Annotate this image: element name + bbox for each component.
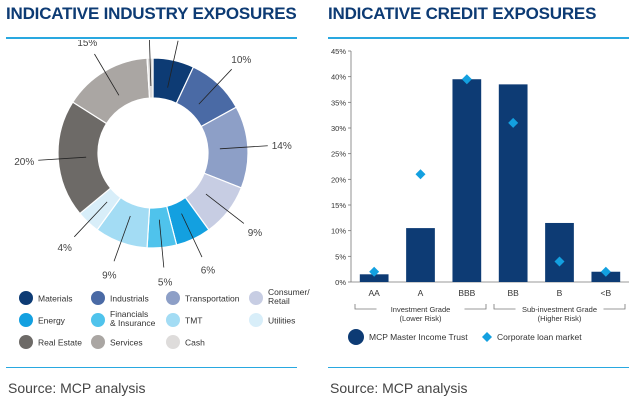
bar [452, 79, 482, 282]
slice-label: 5% [158, 277, 173, 288]
slice-label: 10% [231, 55, 251, 66]
bottom-divider-left [6, 367, 297, 368]
x-tick-label: B [557, 288, 563, 298]
leader-line [181, 213, 203, 258]
leader-line [158, 219, 165, 268]
group-bracket [603, 304, 626, 310]
legend-swatch [91, 291, 105, 305]
legend-label: MCP Master Income Trust [369, 332, 468, 342]
donut-slice [146, 57, 154, 99]
loan-market-marker [554, 256, 565, 267]
legend-swatch [19, 335, 33, 349]
y-tick-label: 35% [331, 98, 346, 107]
legend-swatch [249, 291, 263, 305]
loan-market-marker [369, 266, 380, 277]
legend-swatch [166, 313, 180, 327]
legend-label: Corporate loan market [497, 332, 582, 342]
slice-label: 20% [14, 157, 34, 168]
title-divider-left [6, 37, 297, 39]
x-tick-label: BB [507, 288, 519, 298]
credit-bar-chart: 0%5%10%15%20%25%30%35%40%45%AA A BBB BB B <BI… [331, 47, 629, 345]
legend-swatch [19, 291, 33, 305]
y-tick-label: 0% [335, 278, 346, 287]
legend-swatch [348, 329, 364, 345]
x-tick-label: <B [601, 288, 612, 298]
y-tick-label: 25% [331, 150, 346, 159]
group-bracket [493, 304, 516, 310]
bar [545, 222, 574, 282]
legend-label: TMT [185, 316, 202, 326]
loan-market-marker [461, 74, 472, 85]
loan-market-marker [600, 266, 611, 277]
legend-label: Transportation [185, 294, 240, 304]
y-tick-label: 5% [335, 252, 346, 261]
leader-line [113, 215, 131, 262]
x-tick-label: BBB [458, 288, 475, 298]
y-tick-label: 20% [331, 175, 346, 184]
bar [498, 84, 528, 282]
legend-label: Utilities [268, 316, 295, 326]
legend-label: Financials & Insurance [110, 309, 156, 328]
legend-swatch [249, 313, 263, 327]
y-tick-label: 15% [331, 201, 346, 210]
x-tick-label: AA [368, 288, 380, 298]
legend-marker [482, 332, 492, 342]
legend-swatch [19, 313, 33, 327]
y-tick-label: 10% [331, 227, 346, 236]
bar [406, 228, 435, 282]
y-tick-label: 30% [331, 124, 346, 133]
industry-chart-title: INDICATIVE INDUSTRY EXPOSURES [6, 4, 297, 23]
legend-label: Cash [185, 338, 205, 348]
group-label: Sub-investment Grade (Higher Risk) [522, 305, 597, 323]
loan-market-marker [508, 117, 519, 128]
leader-line [94, 53, 120, 96]
loan-market-marker [415, 169, 426, 180]
legend-swatch [166, 335, 180, 349]
legend-label: Real Estate [38, 338, 82, 348]
source-note-right: Source: MCP analysis [330, 380, 468, 396]
leader-line [38, 156, 87, 161]
legend-label: Consumer/Retail [268, 287, 310, 306]
legend-swatch [166, 291, 180, 305]
legend-swatch [91, 313, 105, 327]
leader-line [73, 201, 108, 238]
bar [591, 271, 621, 282]
bar [359, 274, 389, 282]
leader-line [198, 68, 233, 105]
slice-label: 6% [201, 266, 216, 277]
industry-donut-chart: 7%10%14%9%6%5%9%4%20%15%1% [14, 40, 292, 288]
slice-label: 14% [272, 141, 292, 152]
leader-line [205, 193, 245, 224]
legend-swatch [91, 335, 105, 349]
leader-line [219, 145, 268, 150]
legend-label: Industrials [110, 294, 149, 304]
slice-label: 9% [102, 270, 117, 281]
title-divider-right [328, 37, 629, 39]
group-bracket [354, 304, 377, 310]
source-note-left: Source: MCP analysis [8, 380, 146, 396]
credit-chart-title: INDICATIVE CREDIT EXPOSURES [328, 4, 597, 23]
y-tick-label: 40% [331, 73, 346, 82]
x-tick-label: A [418, 288, 424, 298]
group-label: Investment Grade (Lower Risk) [391, 305, 451, 323]
bottom-divider-right [328, 367, 629, 368]
leader-line [149, 40, 152, 87]
slice-label: 9% [248, 228, 263, 239]
group-bracket [464, 304, 487, 310]
y-tick-label: 45% [331, 47, 346, 56]
legend-label: Energy [38, 316, 66, 326]
legend-label: Materials [38, 294, 72, 304]
slice-label: 15% [77, 40, 97, 49]
legend-label: Services [110, 338, 143, 348]
leader-line [167, 40, 179, 88]
slice-label: 4% [57, 243, 72, 254]
industry-legend: Materials Industrials Transportation Consum… [19, 287, 310, 349]
